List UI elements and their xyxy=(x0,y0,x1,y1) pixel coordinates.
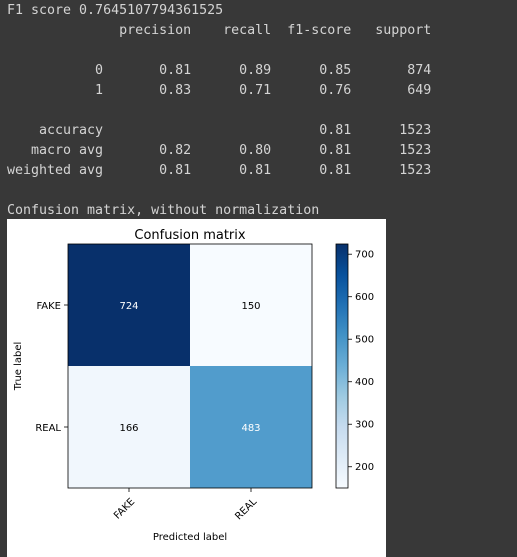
x-tick-label: FAKE xyxy=(112,496,137,521)
matrix-cell xyxy=(190,244,312,366)
y-tick-label: FAKE xyxy=(36,301,61,312)
report-row-class-1: 1 0.83 0.71 0.76 649 xyxy=(7,83,432,98)
report-row-class-0: 0 0.81 0.89 0.85 874 xyxy=(7,63,432,78)
confusion-matrix-figure: Confusion matrix 724 150 166 483 FAKE REAL F… xyxy=(7,219,386,557)
y-tick-label: REAL xyxy=(35,423,61,434)
confusion-caption: Confusion matrix, without normalization xyxy=(7,203,320,218)
confusion-matrix-chart: Confusion matrix 724 150 166 483 FAKE REAL F… xyxy=(13,228,374,543)
report-row-accuracy: accuracy 0.81 1523 xyxy=(7,123,432,138)
colorbar-tick-label: 500 xyxy=(355,335,374,346)
colorbar-tick-label: 600 xyxy=(355,292,374,303)
y-axis-label: True label xyxy=(13,342,24,392)
matrix-cell xyxy=(68,366,190,488)
matrix-cell xyxy=(190,366,312,488)
colorbar xyxy=(335,243,349,489)
x-axis-label: Predicted label xyxy=(153,532,227,543)
matrix-cell xyxy=(68,244,190,366)
report-row-macro-avg: macro avg 0.82 0.80 0.81 1523 xyxy=(7,143,432,158)
report-row-weighted-avg: weighted avg 0.81 0.81 0.81 1523 xyxy=(7,163,432,178)
cell-value-label: 483 xyxy=(241,423,260,434)
colorbar-tick-label: 700 xyxy=(355,250,374,261)
cell-value-label: 724 xyxy=(119,301,138,312)
colorbar-tick-label: 300 xyxy=(355,420,374,431)
cell-value-label: 150 xyxy=(241,301,260,312)
plot-frame xyxy=(67,243,313,489)
cell-value-label: 166 xyxy=(119,423,138,434)
colorbar-tick-label: 200 xyxy=(355,462,374,473)
f1-score-line: F1 score 0.7645107794361525 xyxy=(7,3,224,18)
x-tick-label: REAL xyxy=(233,496,259,522)
chart-title: Confusion matrix xyxy=(134,228,245,243)
report-header: precision recall f1-score support xyxy=(7,23,432,38)
console-output: F1 score 0.7645107794361525 precision re… xyxy=(7,1,431,221)
colorbar-tick-label: 400 xyxy=(355,377,374,388)
